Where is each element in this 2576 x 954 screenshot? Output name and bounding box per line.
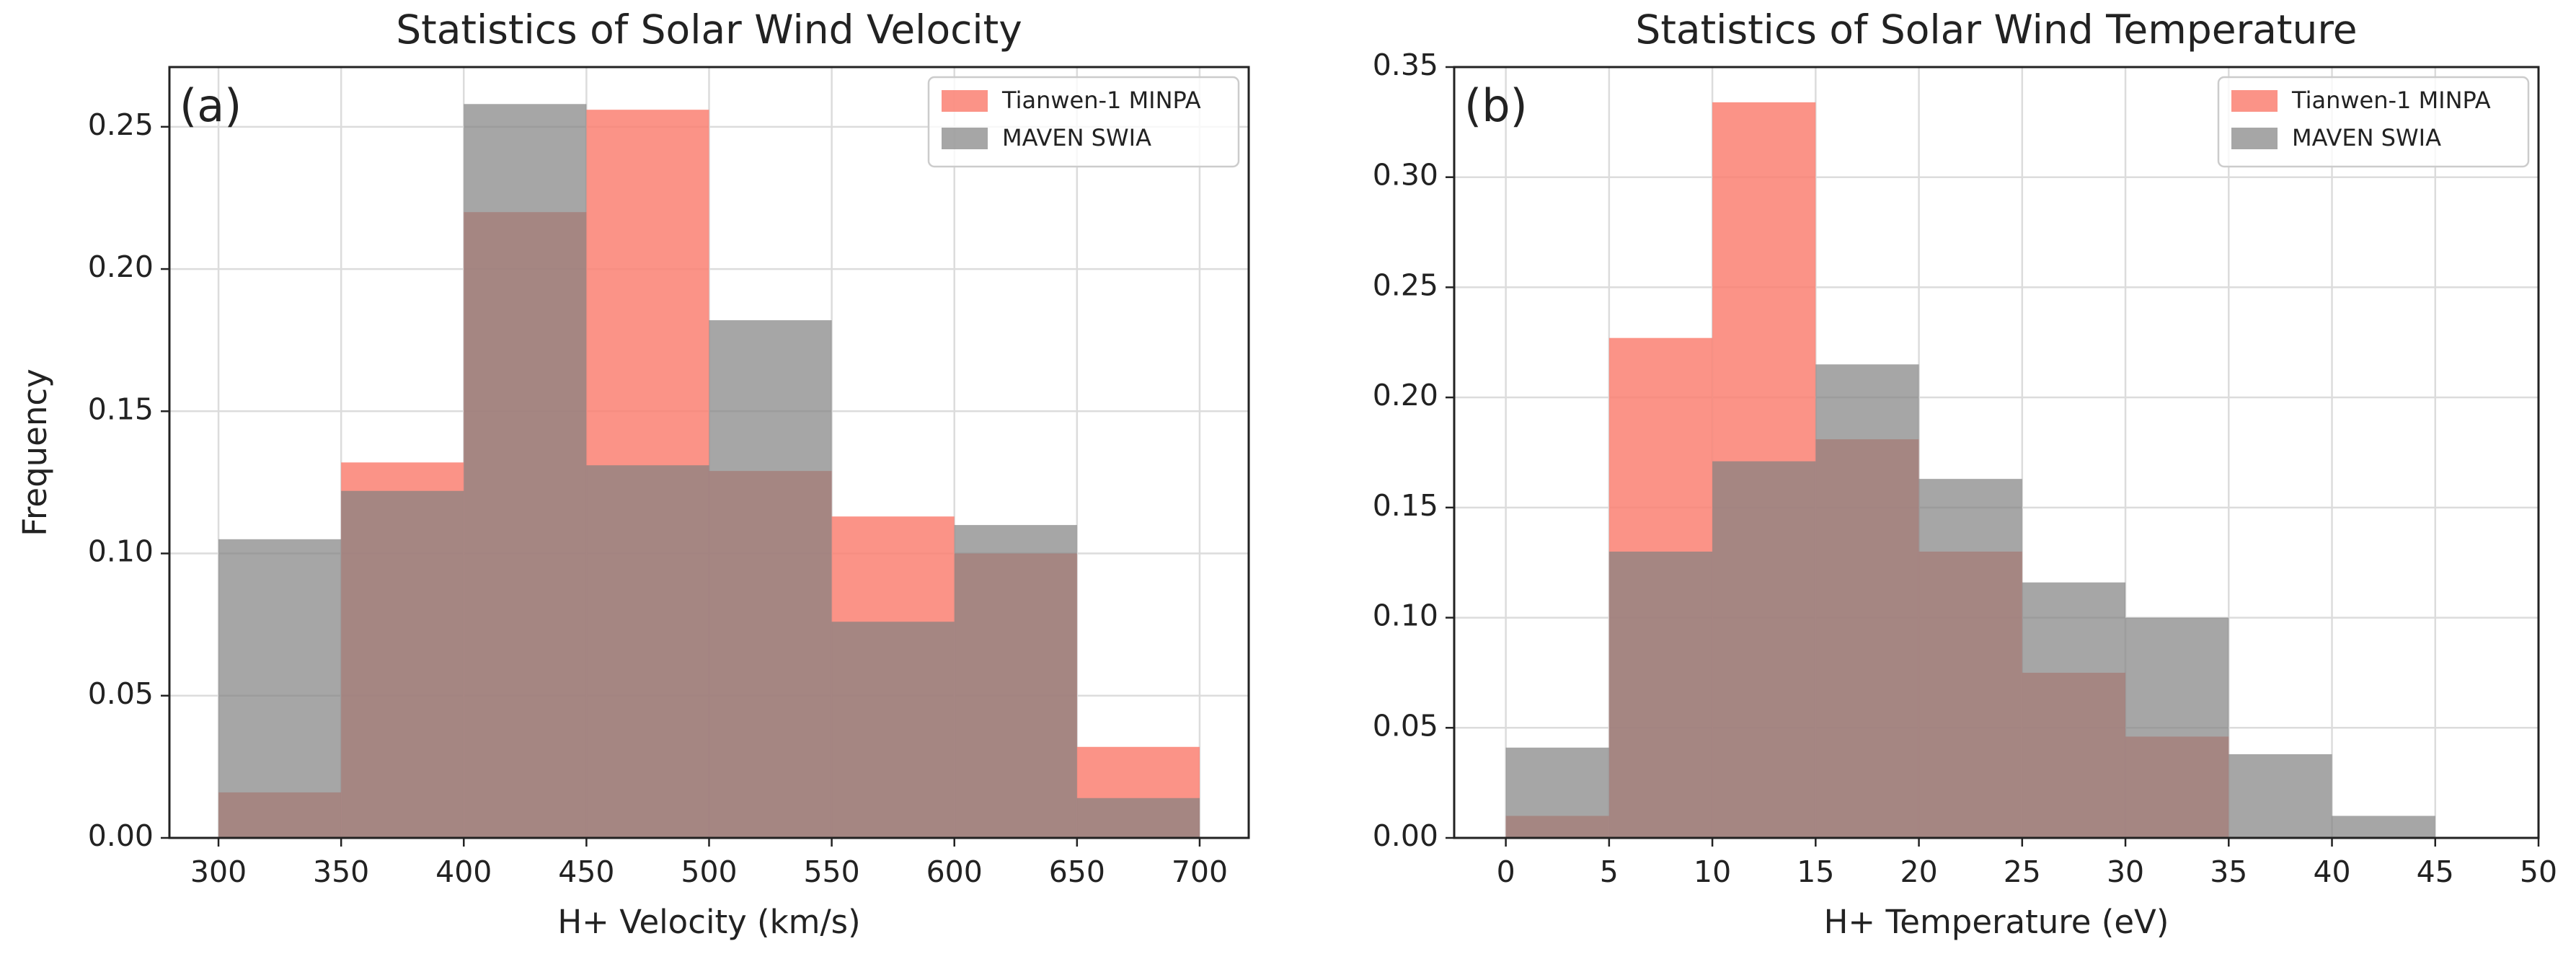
y-tick-label: 0.00	[88, 818, 154, 853]
x-axis-label: H+ Velocity (km/s)	[557, 903, 860, 941]
x-axis-label: H+ Temperature (eV)	[1824, 903, 2169, 941]
y-tick-label: 0.15	[88, 392, 154, 426]
y-tick-label: 0.25	[88, 107, 154, 142]
bar	[2332, 816, 2435, 838]
y-tick-label: 0.20	[1373, 378, 1438, 412]
bar	[1608, 551, 1713, 838]
y-tick-label: 0.10	[1373, 599, 1438, 633]
y-axis-label: Frequency	[16, 368, 54, 536]
bar	[1076, 798, 1200, 838]
x-tick-label: 350	[313, 854, 369, 889]
x-tick-label: 25	[2004, 854, 2041, 889]
x-tick-label: 450	[558, 854, 614, 889]
x-tick-label: 20	[1900, 854, 1937, 889]
bar	[2125, 617, 2229, 838]
legend-swatch	[942, 128, 988, 149]
x-tick-label: 45	[2417, 854, 2454, 889]
bar	[1505, 747, 1609, 838]
legend-swatch	[942, 90, 988, 112]
y-tick-label: 0.25	[1373, 268, 1438, 302]
legend: Tianwen-1 MINPA MAVEN SWIA	[927, 76, 1240, 168]
x-tick-label: 5	[1600, 854, 1619, 889]
y-tick-label: 0.30	[1373, 158, 1438, 193]
bar	[1918, 479, 2022, 838]
axes-frame	[168, 66, 1250, 839]
x-tick-label: 30	[2107, 854, 2144, 889]
legend-box	[2217, 76, 2530, 168]
legend-label: Tianwen-1 MINPA	[1001, 87, 1201, 114]
y-tick-label: 0.05	[1373, 708, 1438, 743]
chart-title: Statistics of Solar Wind Temperature	[1635, 6, 2357, 53]
bar	[1712, 461, 1816, 838]
x-tick-label: 300	[190, 854, 247, 889]
legend-label: MAVEN SWIA	[2292, 124, 2441, 151]
bar	[218, 539, 342, 838]
y-tick-label: 0.00	[1373, 818, 1438, 853]
x-tick-label: 10	[1694, 854, 1731, 889]
y-tick-label: 0.20	[88, 249, 154, 284]
x-tick-label: 700	[1172, 854, 1228, 889]
bar	[709, 320, 832, 838]
x-tick-label: 400	[435, 854, 492, 889]
bar	[831, 622, 955, 838]
bar	[586, 465, 709, 838]
x-tick-label: 500	[681, 854, 737, 889]
bar	[464, 104, 587, 838]
x-tick-label: 40	[2313, 854, 2350, 889]
x-tick-label: 650	[1049, 854, 1105, 889]
panel-annotation: (a)	[180, 79, 242, 132]
panel-annotation: (b)	[1464, 79, 1528, 132]
legend: Tianwen-1 MINPA MAVEN SWIA	[2217, 76, 2530, 168]
bar	[954, 525, 1077, 838]
bar	[2022, 582, 2126, 838]
x-tick-label: 35	[2210, 854, 2247, 889]
y-tick-label: 0.35	[1373, 48, 1438, 82]
x-tick-label: 0	[1497, 854, 1515, 889]
legend-label: Tianwen-1 MINPA	[2291, 87, 2491, 114]
x-tick-label: 15	[1797, 854, 1834, 889]
legend-swatch	[2231, 90, 2278, 112]
bar	[1815, 364, 1919, 838]
legend-label: MAVEN SWIA	[1002, 124, 1151, 151]
y-tick-label: 0.05	[88, 676, 154, 711]
legend-box	[927, 76, 1240, 168]
x-tick-label: 550	[803, 854, 859, 889]
x-tick-label: 50	[2520, 854, 2557, 889]
legend-swatch	[2231, 128, 2278, 149]
y-tick-label: 0.10	[88, 534, 154, 569]
x-tick-label: 600	[926, 854, 983, 889]
chart-title: Statistics of Solar Wind Velocity	[396, 6, 1022, 53]
y-tick-label: 0.15	[1373, 488, 1438, 523]
axes-frame	[1453, 66, 2540, 839]
bar	[2228, 754, 2332, 838]
bar	[341, 490, 464, 838]
